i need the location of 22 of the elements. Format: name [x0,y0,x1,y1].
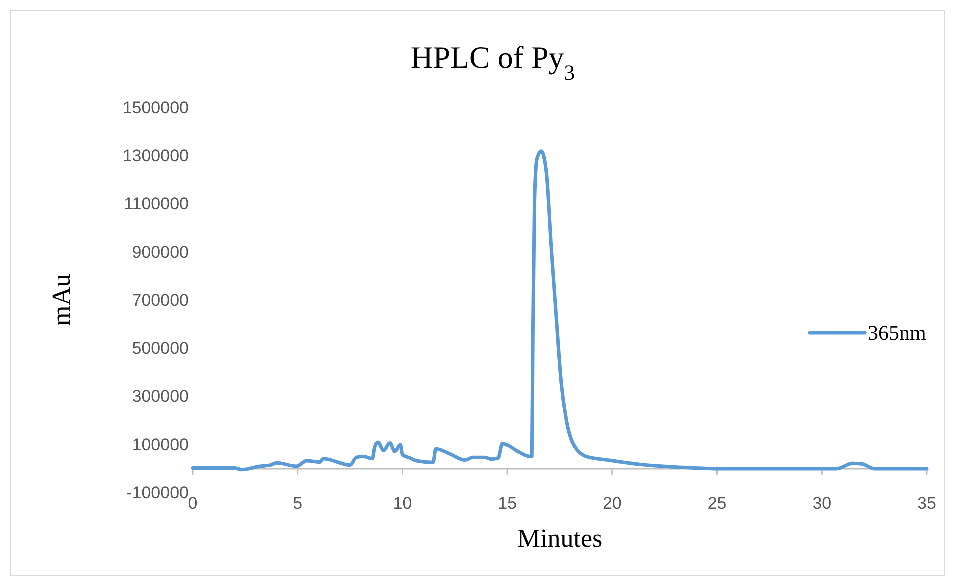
x-tick-label: 5 [293,494,303,514]
y-tick-label: 1100000 [124,194,189,214]
y-tick-label: 100000 [132,435,189,454]
y-tick-label: 700000 [132,290,189,310]
line-series [191,150,929,472]
x-tick-label: 25 [708,494,727,514]
y-axis-title: mAu [47,274,76,326]
y-tick-label: -100000 [126,483,189,502]
y-tick-label: 300000 [132,387,189,406]
x-tick-label: 0 [188,494,198,514]
y-tick-label: 1300000 [122,146,189,166]
x-axis-title: Minutes [517,524,603,553]
x-tick-label: 30 [812,494,832,514]
x-tick-label: 20 [602,494,622,514]
x-tick-label: 10 [393,494,412,514]
x-tick-label: 35 [918,494,936,514]
y-tick-label: 500000 [132,339,189,358]
y-tick-label: 1500000 [122,98,189,118]
y-tick-label: 900000 [132,242,189,262]
chart-title: HPLC of Py$_{3}$ [410,40,576,85]
x-tick-label: 15 [498,494,518,514]
legend-label: 365nm [868,321,926,345]
